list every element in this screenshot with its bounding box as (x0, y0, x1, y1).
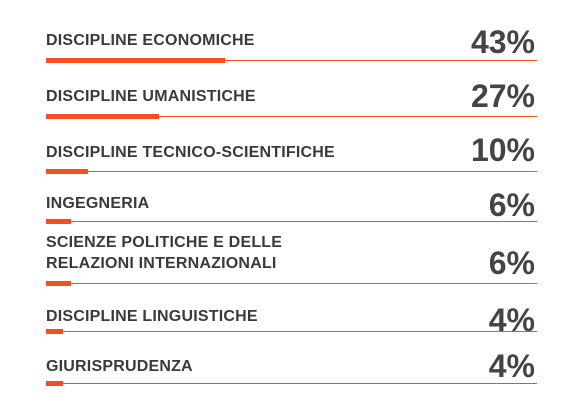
bar-fill (46, 114, 159, 119)
bar-track (46, 283, 537, 284)
value-label: 27% (470, 78, 535, 114)
category-label: GIURISPRUDENZA (46, 358, 193, 375)
value-label: 4% (488, 302, 535, 338)
bar-fill (46, 58, 225, 63)
chart-row-4: SCIENZE POLITICHE E DELLE RELAZIONI INTE… (46, 232, 537, 288)
bar-track (46, 116, 537, 117)
bar-fill (46, 281, 71, 286)
chart-row-3: INGEGNERIA 6% (46, 189, 537, 226)
category-label: DISCIPLINE ECONOMICHE (46, 32, 255, 49)
bar-fill (46, 169, 88, 174)
chart-row-2: DISCIPLINE TECNICO-SCIENTIFICHE 10% (46, 134, 537, 176)
category-label: DISCIPLINE TECNICO-SCIENTIFICHE (46, 144, 335, 161)
category-label: INGEGNERIA (46, 195, 150, 212)
value-label: 43% (470, 24, 535, 60)
value-label: 6% (488, 187, 535, 223)
bar-track (46, 383, 537, 384)
bar-fill (46, 329, 63, 334)
value-label: 6% (488, 245, 535, 281)
category-label: DISCIPLINE UMANISTICHE (46, 88, 256, 105)
value-label: 4% (488, 348, 535, 384)
chart-row-1: DISCIPLINE UMANISTICHE 27% (46, 80, 537, 121)
category-label: DISCIPLINE LINGUISTICHE (46, 308, 258, 325)
category-label: SCIENZE POLITICHE E DELLE RELAZIONI INTE… (46, 234, 283, 272)
bar-track (46, 221, 537, 222)
chart-row-6: GIURISPRUDENZA 4% (46, 350, 537, 388)
bar-track (46, 331, 537, 332)
bar-fill (46, 219, 71, 224)
bar-track (46, 171, 537, 172)
bar-fill (46, 381, 63, 386)
chart-row-0: DISCIPLINE ECONOMICHE 43% (46, 26, 537, 65)
chart-row-5: DISCIPLINE LINGUISTICHE 4% (46, 304, 537, 336)
value-label: 10% (470, 132, 535, 168)
bar-track (46, 60, 537, 61)
